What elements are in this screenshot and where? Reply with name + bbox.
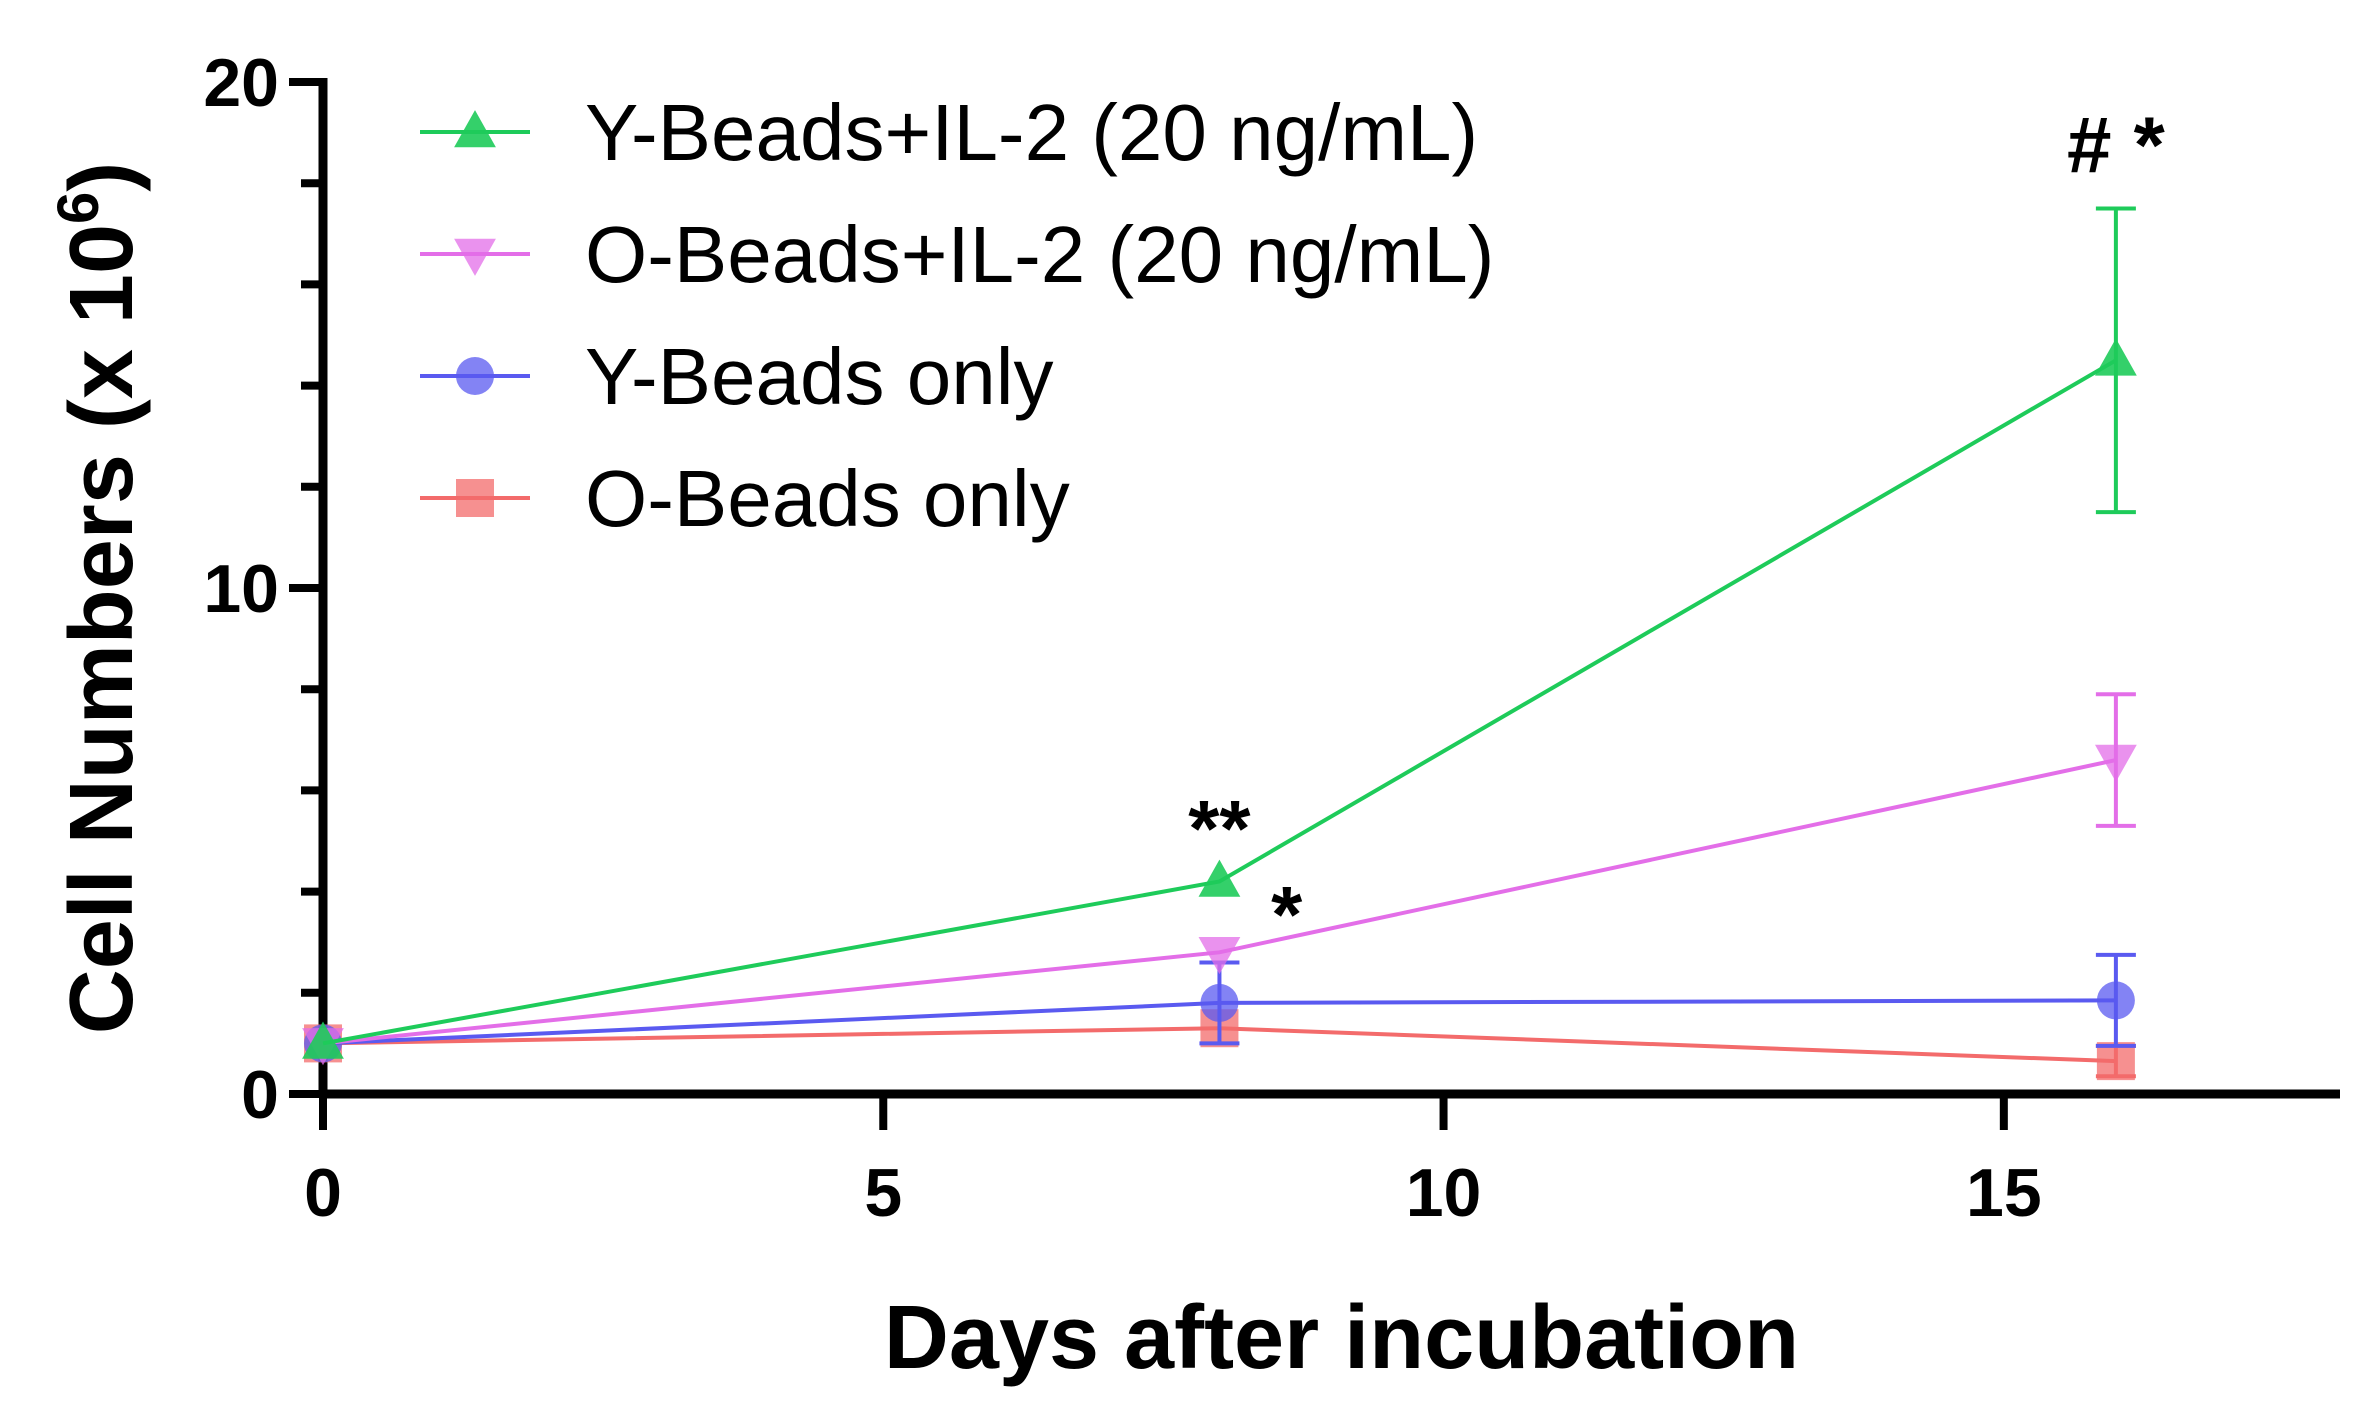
- y-axis-title-suffix: ): [52, 162, 152, 192]
- data-point: [2094, 744, 2137, 782]
- legend-item-2: Y-Beads only: [420, 332, 1053, 421]
- y-axis-title: Cell Numbers (x 106): [46, 162, 152, 1035]
- annotations-layer: *** # *: [1188, 101, 2165, 959]
- legend-item-1: O-Beads+IL-2 (20 ng/mL): [420, 210, 1494, 299]
- legend-item-3: O-Beads only: [420, 454, 1070, 543]
- x-axis-title: Days after incubation: [884, 1288, 1799, 1388]
- x-tick-label: 10: [1406, 1155, 1482, 1231]
- series-0: [302, 206, 2137, 1059]
- legend-marker: [456, 357, 494, 395]
- series-layer: [302, 206, 2137, 1081]
- legend-marker: [454, 110, 496, 148]
- data-point: [1198, 859, 1241, 897]
- legend-label: O-Beads only: [585, 454, 1070, 543]
- data-point: [2096, 981, 2135, 1020]
- series-1: [302, 692, 2137, 1066]
- y-tick-label: 20: [203, 45, 279, 121]
- data-point: [1198, 937, 1241, 975]
- data-point: [2096, 1042, 2135, 1081]
- x-tick-label: 0: [304, 1155, 342, 1231]
- axes: 0 10 20 0 5 10 15: [203, 45, 2340, 1231]
- legend: Y-Beads+IL-2 (20 ng/mL) O-Beads+IL-2 (20 …: [420, 88, 1494, 543]
- significance-annotation: # *: [2067, 101, 2166, 190]
- x-tick-label: 5: [864, 1155, 902, 1231]
- significance-annotation: **: [1188, 784, 1251, 873]
- legend-marker: [456, 479, 494, 517]
- legend-label: O-Beads+IL-2 (20 ng/mL): [585, 210, 1494, 299]
- legend-label: Y-Beads+IL-2 (20 ng/mL): [585, 88, 1478, 177]
- data-point: [302, 1021, 344, 1059]
- y-tick-label: 0: [241, 1057, 279, 1133]
- x-tick-label: 15: [1966, 1155, 2042, 1231]
- y-tick-label: 10: [203, 551, 279, 627]
- y-axis-title-superscript: 6: [46, 192, 111, 224]
- legend-marker: [454, 238, 496, 276]
- y-axis-title-main: Cell Numbers (x 10: [52, 224, 152, 1034]
- data-point: [1200, 983, 1239, 1022]
- data-point: [2094, 338, 2137, 376]
- significance-annotation: *: [1271, 870, 1303, 959]
- legend-item-0: Y-Beads+IL-2 (20 ng/mL): [420, 88, 1478, 177]
- legend-label: Y-Beads only: [585, 332, 1053, 421]
